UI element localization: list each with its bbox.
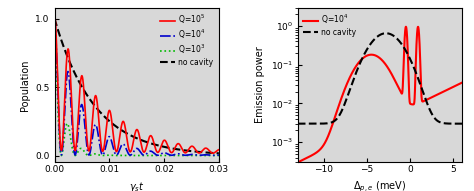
Q=10$^5$ <box>210 152 216 154</box>
no cavity <box>111 124 117 126</box>
Q=10$^5$ <box>149 136 155 138</box>
Q=10$^3$ <box>156 154 162 157</box>
no cavity <box>295 122 301 125</box>
Q=10$^4$ <box>393 82 399 84</box>
Legend: Q=10$^4$, no cavity: Q=10$^4$, no cavity <box>301 11 358 38</box>
Q=10$^5$ <box>60 138 65 140</box>
Line: no cavity: no cavity <box>298 33 462 124</box>
Q=10$^3$ <box>60 149 65 151</box>
Q=10$^3$ <box>111 154 117 157</box>
Y-axis label: Emission power: Emission power <box>255 47 265 123</box>
X-axis label: $\gamma_s t$: $\gamma_s t$ <box>129 180 145 191</box>
Q=10$^5$ <box>173 144 179 146</box>
Q=10$^4$ <box>216 154 222 156</box>
Q=10$^4$ <box>402 37 408 39</box>
no cavity <box>459 122 465 125</box>
no cavity <box>402 48 408 50</box>
no cavity <box>60 43 65 45</box>
Q=10$^4$ <box>52 17 57 20</box>
Line: no cavity: no cavity <box>55 19 219 153</box>
no cavity <box>393 37 399 39</box>
Q=10$^4$ <box>149 150 155 153</box>
no cavity <box>216 152 222 155</box>
Q=10$^4$ <box>182 154 188 156</box>
Q=10$^4$ <box>418 67 423 70</box>
Line: Q=10$^4$: Q=10$^4$ <box>55 18 219 155</box>
Q=10$^4$ <box>430 96 436 98</box>
Q=10$^4$ <box>325 136 330 138</box>
Q=10$^5$ <box>216 149 222 151</box>
Q=10$^5$ <box>52 12 57 14</box>
Q=10$^5$ <box>52 17 57 20</box>
Line: Q=10$^3$: Q=10$^3$ <box>55 19 219 155</box>
Q=10$^4$ <box>173 153 179 155</box>
Q=10$^4$ <box>52 17 57 19</box>
Q=10$^3$ <box>182 154 188 157</box>
Q=10$^3$ <box>173 154 179 157</box>
Q=10$^4$ <box>210 154 216 156</box>
Q=10$^3$ <box>169 154 174 157</box>
Q=10$^4$ <box>358 59 364 62</box>
Q=10$^3$ <box>216 154 222 157</box>
no cavity <box>358 61 364 63</box>
Q=10$^4$ <box>111 150 117 152</box>
Q=10$^4$ <box>156 154 162 156</box>
Line: Q=10$^4$: Q=10$^4$ <box>298 27 462 162</box>
Q=10$^3$ <box>52 17 57 20</box>
Q=10$^3$ <box>149 154 155 157</box>
no cavity <box>430 115 436 117</box>
no cavity <box>173 148 179 150</box>
no cavity <box>52 17 57 20</box>
Q=10$^4$ <box>403 26 409 28</box>
Legend: Q=10$^5$, Q=10$^4$, Q=10$^3$, no cavity: Q=10$^5$, Q=10$^4$, Q=10$^3$, no cavity <box>158 11 215 68</box>
Q=10$^4$ <box>459 81 465 84</box>
no cavity <box>325 122 330 124</box>
Q=10$^5$ <box>156 150 162 153</box>
Q=10$^5$ <box>182 152 188 154</box>
no cavity <box>149 142 155 145</box>
X-axis label: $\Delta_{p,e}$ (meV): $\Delta_{p,e}$ (meV) <box>354 180 407 191</box>
no cavity <box>383 32 389 34</box>
Q=10$^4$ <box>60 144 65 146</box>
no cavity <box>156 145 162 147</box>
Q=10$^4$ <box>295 161 301 163</box>
no cavity <box>182 149 188 151</box>
Y-axis label: Population: Population <box>20 59 30 111</box>
Line: Q=10$^5$: Q=10$^5$ <box>55 13 219 153</box>
Q=10$^5$ <box>111 140 117 142</box>
no cavity <box>418 84 423 86</box>
